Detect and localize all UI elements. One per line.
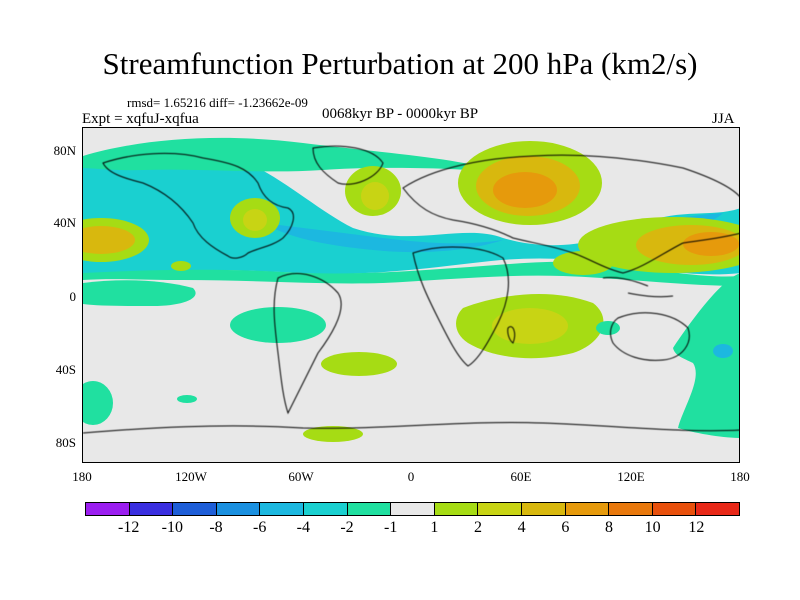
colorbar-swatch: [129, 503, 174, 515]
lat-tick-40n: 40N: [53, 215, 76, 230]
colorbar-label: -10: [161, 519, 183, 536]
colorbar-swatch: [86, 503, 130, 515]
lat-tick-80n: 80N: [53, 143, 76, 158]
colorbar-label: 4: [517, 519, 526, 536]
lon-tick-60e: 60E: [510, 469, 532, 484]
lat-tick-40s: 40S: [55, 362, 76, 377]
colorbar-swatch: [260, 503, 304, 515]
positive-south-asia: [553, 251, 613, 275]
positive-antarctic: [303, 426, 363, 442]
colorbar: [85, 502, 740, 516]
colorbar-label: -4: [296, 519, 310, 536]
lon-tick-180w: 180: [72, 469, 92, 484]
colorbar-label: 10: [644, 519, 661, 536]
negative-south-left: [83, 381, 113, 425]
colorbar-label: 1: [430, 519, 439, 536]
colorbar-swatch: [173, 503, 217, 515]
colorbar-label: 2: [474, 519, 482, 536]
colorbar-swatch: [216, 503, 261, 515]
colorbar-swatch: [652, 503, 697, 515]
colorbar-swatch: [609, 503, 653, 515]
period-label: 0068kyr BP - 0000kyr BP: [322, 106, 479, 122]
colorbar-swatch: [521, 503, 566, 515]
lat-tick-80s: 80S: [55, 435, 76, 450]
negative-south-atlantic: [321, 352, 397, 376]
lon-tick-120e: 120E: [617, 469, 645, 484]
stats-label: rmsd= 1.65216 diff= -1.23662e-09: [127, 95, 308, 110]
colorbar-label: -2: [340, 519, 354, 536]
negative-west-pacific-south: [673, 273, 739, 438]
streamfunction-map: [83, 137, 739, 442]
colorbar-label: -8: [209, 519, 223, 536]
colorbar-swatch: [478, 503, 522, 515]
experiment-label: Expt = xqfuJ-xqfua: [82, 111, 199, 127]
negative-east-pacific-south: [83, 280, 196, 306]
lon-tick-180e: 180: [730, 469, 750, 484]
positive-eurasia-core: [493, 172, 557, 208]
negative-core: [263, 223, 503, 253]
contour-fills: [83, 137, 739, 442]
colorbar-swatch: [696, 503, 739, 515]
colorbar-swatch: [434, 503, 479, 515]
lon-tick-120w: 120W: [175, 469, 207, 484]
colorbar-label: 12: [688, 519, 705, 536]
colorbar-swatch: [303, 503, 348, 515]
colorbar-label: -1: [383, 519, 398, 536]
lat-tick-0: 0: [69, 289, 77, 304]
negative-south-pacific: [230, 307, 326, 343]
negative-band-north: [83, 145, 739, 275]
colorbar-label: -6: [252, 519, 267, 536]
negative-fringe-north: [83, 137, 503, 173]
colorbar-label: 6: [561, 519, 570, 536]
season-label: JJA: [712, 111, 735, 127]
map-panel: [82, 127, 740, 463]
colorbar-label: -12: [117, 519, 140, 536]
lon-tick-0: 0: [407, 469, 415, 484]
coastlines: [83, 145, 739, 434]
colorbar-label: 8: [605, 519, 613, 536]
lon-tick-60w: 60W: [288, 469, 314, 484]
colorbar-swatch: [391, 503, 435, 515]
colorbar-swatch: [347, 503, 392, 515]
colorbar-swatch: [565, 503, 610, 515]
map-title: Streamfunction Perturbation at 200 hPa (…: [102, 46, 698, 81]
